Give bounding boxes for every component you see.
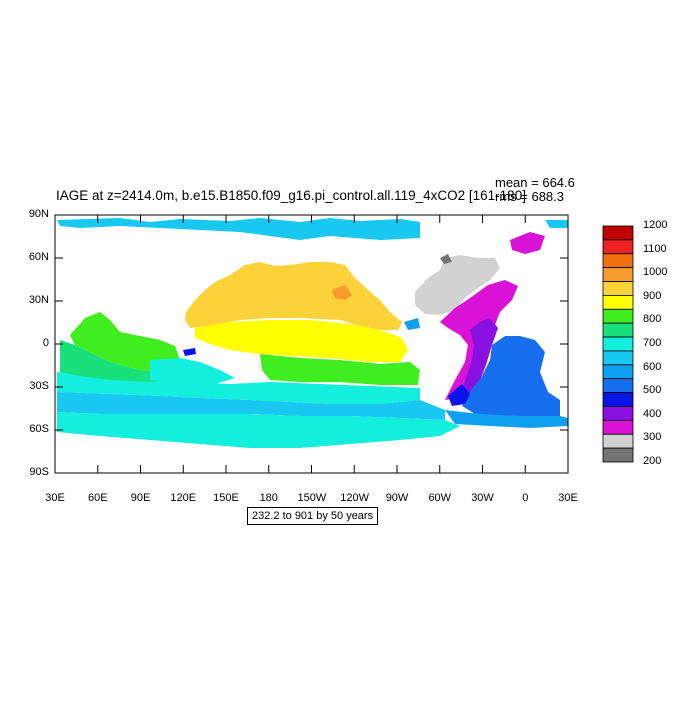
colorbar-label: 300 bbox=[643, 431, 662, 444]
southern-ocean-outer bbox=[57, 412, 460, 448]
x-tick-label: 60E bbox=[87, 492, 108, 504]
x-tick-label: 60W bbox=[428, 492, 452, 504]
colorbar-label: 200 bbox=[643, 455, 662, 467]
atlantic-south-cyan bbox=[445, 410, 568, 428]
colorbar-label: 600 bbox=[643, 360, 662, 373]
atlantic-grey-dark-spot bbox=[440, 254, 452, 264]
x-tick-label: 30W bbox=[471, 492, 494, 504]
colorbar-box bbox=[602, 392, 634, 407]
indian-ocean-green bbox=[70, 312, 180, 372]
arctic-region bbox=[57, 218, 420, 240]
atlantic-grey-region bbox=[415, 255, 500, 315]
map-fill-regions bbox=[57, 218, 568, 448]
colorbar-box bbox=[602, 322, 634, 338]
colorbar-label: 1100 bbox=[643, 242, 667, 255]
colorbar-box bbox=[602, 364, 634, 380]
colorbar-label: 400 bbox=[643, 407, 662, 420]
colorbar-box bbox=[602, 239, 634, 255]
colorbar-box bbox=[602, 308, 634, 324]
colorbar-label: 1000 bbox=[643, 266, 668, 279]
pacific-south-green bbox=[260, 354, 420, 385]
colorbar-box bbox=[602, 350, 634, 366]
pacific-orange-spot bbox=[332, 285, 352, 300]
colorbar-box bbox=[602, 336, 634, 352]
colorbar-box bbox=[602, 378, 634, 393]
arctic-right-region bbox=[545, 220, 568, 228]
y-tick-label: 90S bbox=[29, 466, 49, 478]
colorbar-label: 500 bbox=[643, 384, 662, 397]
colorbar-box bbox=[602, 267, 634, 282]
mean-value: mean = 664.6 bbox=[495, 175, 575, 190]
x-tick-label: 150W bbox=[297, 492, 327, 504]
y-tick-label: 30S bbox=[29, 380, 49, 392]
colorbar-box bbox=[602, 433, 634, 449]
y-tick-label: 30N bbox=[28, 294, 49, 306]
x-tick-label: 120W bbox=[340, 492, 369, 504]
colorbar-label: 900 bbox=[643, 289, 662, 302]
colorbar-box bbox=[602, 253, 634, 269]
colorbar-box bbox=[602, 419, 634, 435]
southern-ocean-cyan bbox=[57, 392, 445, 420]
x-tick-label: 30E bbox=[45, 492, 65, 504]
colorbar-label: 1200 bbox=[643, 219, 668, 231]
colorbar-box bbox=[602, 406, 634, 421]
x-tick-label: 0 bbox=[522, 492, 529, 504]
atlantic-blue-region bbox=[462, 336, 560, 418]
x-tick-label: 120E bbox=[170, 492, 197, 504]
colorbar-box bbox=[602, 447, 634, 463]
colorbar-label: 800 bbox=[643, 313, 662, 326]
colorbar-box bbox=[602, 281, 634, 296]
colorbar-box bbox=[602, 225, 634, 241]
y-tick-label: 60N bbox=[28, 251, 49, 263]
indian-ocean-cyan bbox=[150, 358, 235, 384]
blue-patch-west bbox=[183, 348, 196, 356]
blue-patch-gulf bbox=[404, 318, 420, 330]
map-title: IAGE at z=2414.0m, b.e15.B1850.f09_g16.p… bbox=[56, 188, 526, 203]
y-tick-label: 90N bbox=[28, 208, 49, 220]
pacific-equatorial-region bbox=[195, 320, 408, 362]
y-axis-ticks bbox=[55, 214, 568, 474]
x-tick-label: 150E bbox=[213, 492, 239, 504]
rms-value: rms = 688.3 bbox=[495, 189, 565, 204]
atlantic-purple-region bbox=[460, 318, 498, 398]
x-tick-label: 90W bbox=[385, 492, 409, 504]
x-tick-label: 90E bbox=[130, 492, 151, 504]
x-tick-label: 180 bbox=[259, 492, 278, 504]
pacific-north-region bbox=[185, 262, 402, 330]
colorbar-box bbox=[602, 295, 634, 310]
atlantic-magenta-north bbox=[510, 232, 545, 254]
y-tick-label: 60S bbox=[29, 423, 49, 435]
x-axis-ticks bbox=[54, 215, 569, 473]
contour-info-box: 232.2 to 901 by 50 years bbox=[247, 507, 379, 525]
colorbar bbox=[602, 225, 634, 463]
atlantic-dark-blue bbox=[448, 384, 470, 406]
colorbar-label: 700 bbox=[643, 337, 662, 349]
x-tick-label: 30E bbox=[558, 492, 578, 504]
y-tick-label: 0 bbox=[42, 337, 49, 349]
